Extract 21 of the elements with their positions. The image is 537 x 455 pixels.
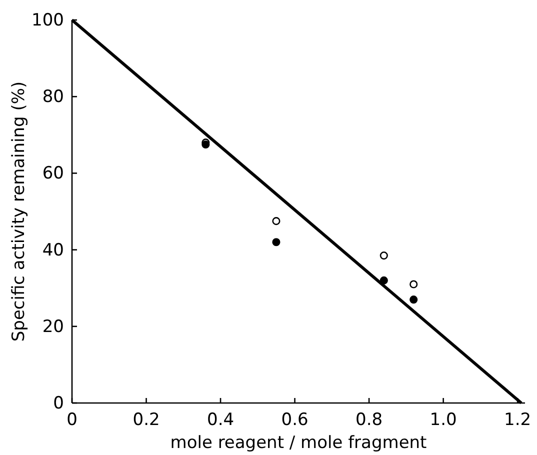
x-tick-label: 0.4: [207, 410, 234, 430]
y-tick-label: 0: [53, 393, 64, 414]
point: [272, 238, 280, 246]
y-tick-label: 60: [42, 164, 64, 184]
y-tick-label: 20: [42, 316, 64, 337]
x-tick-label: 0.2: [132, 410, 160, 430]
x-tick-label: 1.0: [430, 410, 457, 430]
x-tick-label: 1.2: [504, 410, 532, 430]
x-tick-label: 0: [66, 410, 78, 430]
x-tick-label: 0.8: [356, 410, 383, 430]
point: [380, 276, 388, 284]
point: [410, 296, 418, 304]
y-tick-label: 80: [42, 87, 64, 108]
y-tick-label: 100: [32, 10, 64, 30]
x-axis-title: mole reagent / mole fragment: [170, 433, 428, 453]
point: [380, 252, 388, 260]
x-tick-label: 0.6: [281, 410, 308, 430]
y-tick-label: 40: [42, 240, 64, 260]
y-axis-title: Specific activity remaining (%): [9, 81, 29, 342]
point: [410, 280, 418, 288]
point: [272, 217, 280, 226]
